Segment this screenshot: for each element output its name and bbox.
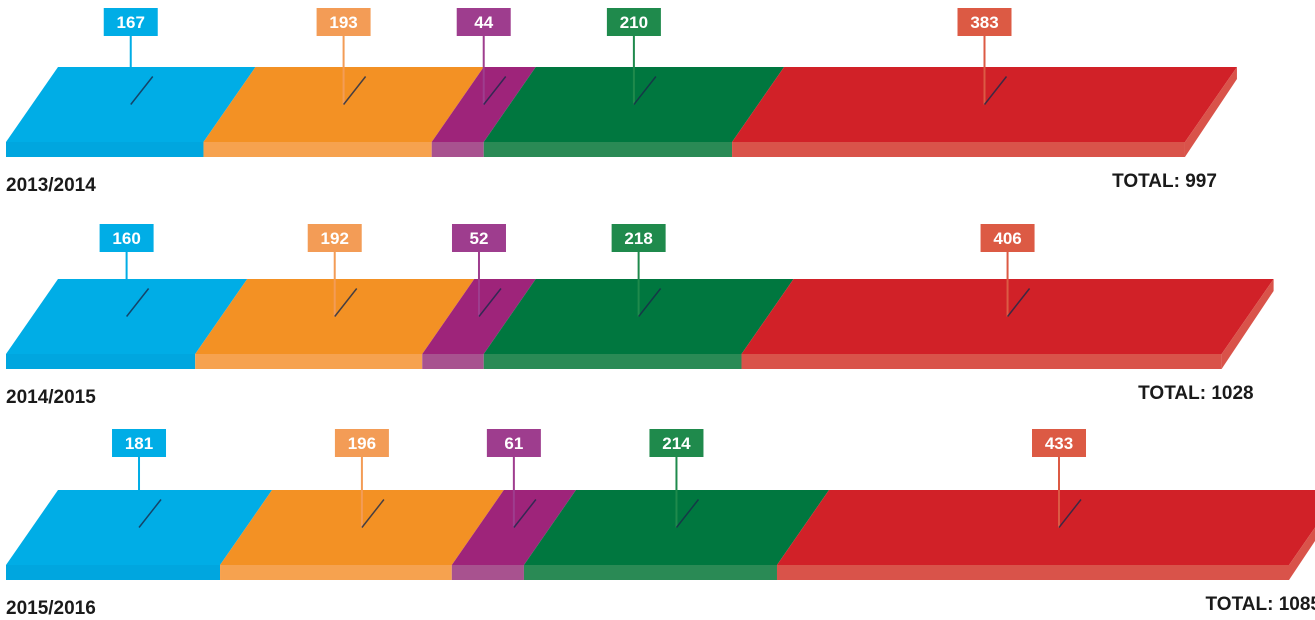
year-label-0: 2013/2014	[6, 175, 96, 196]
bar-front-red-1	[741, 354, 1222, 369]
value-label-blue-1: 160	[112, 229, 140, 248]
value-box-blue-1	[99, 224, 154, 252]
value-box-orange-1	[307, 224, 362, 252]
bar-front-green-1	[483, 354, 742, 369]
total-label-0: TOTAL: 997	[1112, 171, 1217, 192]
value-box-blue-2	[112, 429, 167, 457]
bar-front-blue-2	[6, 565, 221, 580]
pin-shadow-red-1	[1006, 288, 1031, 317]
value-box-orange-2	[334, 429, 389, 457]
year-label-1: 2014/2015	[6, 387, 96, 408]
value-label-red-0: 383	[970, 13, 998, 32]
value-box-red-0	[957, 8, 1012, 36]
bar-front-blue-0	[6, 142, 204, 157]
bar-front-green-0	[483, 142, 733, 157]
bar-front-purple-2	[451, 565, 524, 580]
value-label-orange-2: 196	[348, 434, 376, 453]
value-box-purple-0	[456, 8, 511, 36]
pin-shadow-red-2	[1058, 499, 1082, 528]
value-label-orange-1: 192	[321, 229, 349, 248]
bar-side-0	[1184, 67, 1237, 157]
value-label-red-1: 406	[993, 229, 1021, 248]
value-box-green-1	[611, 224, 666, 252]
pin-shadow-purple-0	[483, 76, 507, 105]
value-label-blue-2: 181	[125, 434, 153, 453]
value-label-purple-0: 44	[474, 13, 493, 32]
value-box-red-2	[1032, 429, 1087, 457]
pin-shadow-purple-1	[478, 288, 502, 317]
bar-front-purple-0	[431, 142, 484, 157]
pin-shadow-green-0	[633, 76, 657, 105]
year-label-2: 2015/2016	[6, 598, 96, 615]
value-box-green-0	[606, 8, 661, 36]
bar-side-1	[1221, 279, 1274, 369]
pin-shadow-purple-2	[513, 499, 537, 528]
pin-shadow-blue-1	[126, 288, 150, 317]
bar-front-purple-1	[422, 354, 484, 369]
value-box-orange-0	[316, 8, 371, 36]
value-box-blue-0	[103, 8, 158, 36]
bar-front-blue-1	[6, 354, 196, 369]
value-label-purple-1: 52	[470, 229, 489, 248]
bar-front-orange-0	[203, 142, 432, 157]
bar-front-orange-1	[195, 354, 423, 369]
pin-shadow-orange-2	[361, 499, 385, 528]
value-box-green-2	[649, 429, 704, 457]
total-label-2: TOTAL: 1085	[1206, 594, 1315, 615]
value-label-green-0: 210	[620, 13, 648, 32]
value-label-green-2: 214	[662, 434, 691, 453]
bar-side-2	[1289, 527, 1315, 580]
value-box-red-1	[980, 224, 1035, 252]
value-label-purple-2: 61	[504, 434, 523, 453]
bar-top-red-2	[776, 490, 1315, 565]
value-label-blue-0: 167	[117, 13, 145, 32]
value-label-green-1: 218	[624, 229, 652, 248]
pin-shadow-blue-0	[130, 76, 154, 105]
pin-shadow-green-1	[638, 288, 662, 317]
bar-front-red-0	[732, 142, 1185, 157]
pin-shadow-blue-2	[138, 499, 162, 528]
pin-shadow-orange-1	[334, 288, 358, 317]
value-box-purple-1	[451, 224, 506, 252]
total-label-1: TOTAL: 1028	[1138, 383, 1253, 404]
bar-front-green-2	[523, 565, 777, 580]
value-label-red-2: 433	[1045, 434, 1073, 453]
pin-shadow-orange-0	[342, 76, 367, 105]
bar-front-orange-2	[220, 565, 452, 580]
pin-shadow-red-0	[983, 76, 1008, 105]
value-label-orange-0: 193	[329, 13, 357, 32]
bar-front-red-2	[776, 565, 1290, 580]
value-box-purple-2	[486, 429, 541, 457]
pin-shadow-green-2	[675, 499, 700, 528]
